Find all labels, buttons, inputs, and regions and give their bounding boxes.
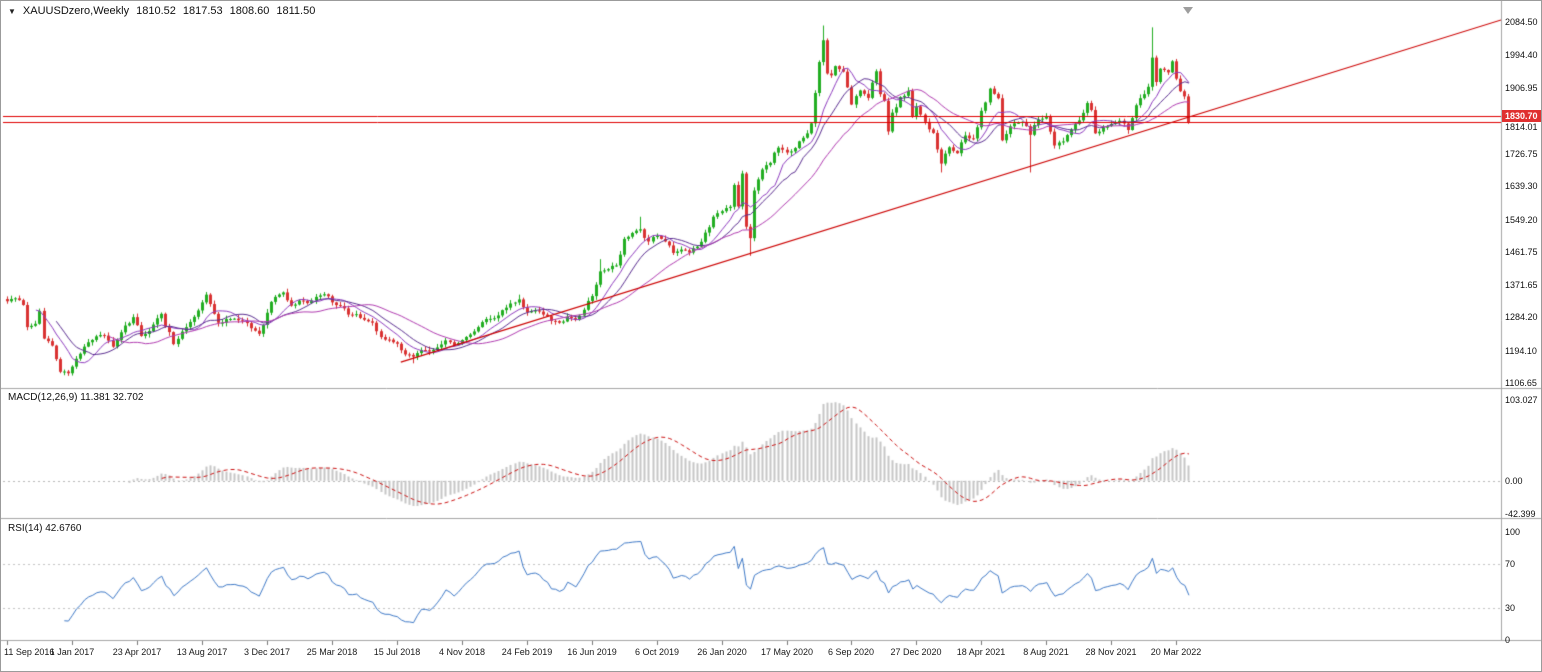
price-axis-label: 1194.10 bbox=[1505, 346, 1537, 356]
rsi-axis-label: 0 bbox=[1505, 635, 1511, 645]
date-axis-label: 17 May 2020 bbox=[760, 647, 814, 657]
macd-axis-label: 0.00 bbox=[1505, 476, 1523, 486]
macd-indicator-label: MACD(12,26,9) 11.381 32.702 bbox=[8, 392, 144, 403]
date-axis-label: 6 Oct 2019 bbox=[634, 647, 680, 657]
date-axis-label: 1 Jan 2017 bbox=[49, 647, 95, 657]
chart-header: ▼ XAUUSDzero,Weekly 1810.52 1817.53 1808… bbox=[8, 5, 315, 17]
ohlc-open-value: 1810.52 bbox=[136, 5, 176, 17]
date-axis-label: 11 Sep 2016 bbox=[4, 647, 55, 657]
date-axis-label: 13 Aug 2017 bbox=[176, 647, 228, 657]
price-axis-label: 1906.95 bbox=[1505, 83, 1538, 93]
date-axis-label: 18 Apr 2021 bbox=[956, 647, 1006, 657]
price-axis-label: 1639.30 bbox=[1505, 181, 1538, 191]
date-axis-label: 15 Jul 2018 bbox=[373, 647, 421, 657]
price-axis-label: 1461.75 bbox=[1505, 247, 1538, 257]
date-axis-label: 20 Mar 2022 bbox=[1150, 647, 1202, 657]
symbol-dropdown-icon[interactable]: ▼ bbox=[8, 6, 16, 16]
price-axis-label: 2084.50 bbox=[1505, 17, 1538, 27]
ohlc-close-value: 1811.50 bbox=[276, 5, 316, 17]
price-axis-label: 1549.20 bbox=[1505, 215, 1538, 225]
price-axis-label: 1726.75 bbox=[1505, 149, 1538, 159]
date-axis-label: 26 Jan 2020 bbox=[697, 647, 747, 657]
rsi-axis-label: 70 bbox=[1505, 559, 1516, 569]
date-axis-label: 24 Feb 2019 bbox=[501, 647, 553, 657]
ohlc-high-value: 1817.53 bbox=[182, 5, 223, 17]
date-axis-label: 6 Sep 2020 bbox=[827, 647, 875, 657]
date-axis-label: 16 Jun 2019 bbox=[567, 647, 617, 657]
macd-axis-label: 103.027 bbox=[1505, 395, 1538, 405]
rsi-axis-label: 30 bbox=[1505, 603, 1516, 613]
ohlc-low-value: 1808.60 bbox=[229, 5, 270, 17]
date-axis-label: 8 Aug 2021 bbox=[1023, 647, 1069, 657]
rsi-indicator-label: RSI(14) 42.6760 bbox=[8, 523, 82, 534]
price-axis-label: 1106.65 bbox=[1505, 378, 1537, 388]
date-axis-label: 28 Nov 2021 bbox=[1085, 647, 1137, 657]
price-axis-label: 1994.40 bbox=[1505, 50, 1538, 60]
date-axis-label: 25 Mar 2018 bbox=[306, 647, 358, 657]
price-axis-label: 1814.01 bbox=[1505, 122, 1538, 132]
date-axis-label: 23 Apr 2017 bbox=[112, 647, 162, 657]
macd-axis-label: -42.399 bbox=[1505, 509, 1536, 519]
price-axis-label: 1284.20 bbox=[1505, 312, 1538, 322]
date-axis-label: 4 Nov 2018 bbox=[438, 647, 486, 657]
price-axis-label: 1371.65 bbox=[1505, 280, 1538, 290]
chart-shift-marker[interactable] bbox=[1183, 7, 1193, 14]
symbol-timeframe-label: XAUUSDzero,Weekly bbox=[22, 5, 130, 17]
date-axis-label: 27 Dec 2020 bbox=[890, 647, 942, 657]
date-axis-label: 3 Dec 2017 bbox=[243, 647, 291, 657]
rsi-axis-label: 100 bbox=[1505, 527, 1521, 537]
current-price-badge: 1830.70 bbox=[1502, 110, 1541, 122]
